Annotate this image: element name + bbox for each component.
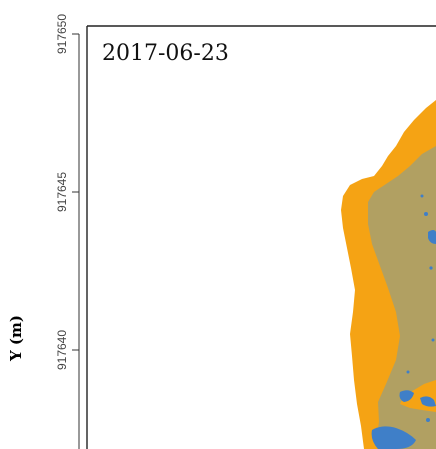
water-patch [406,370,410,374]
water-patch [420,194,424,198]
y-axis-ticks: 917640 917645 917650 [55,14,79,370]
olive-zone [368,146,436,449]
water-patch [420,396,436,407]
y-tick-label: 917650 [55,14,69,54]
y-tick-label: 917645 [55,172,69,212]
water-patch [431,338,435,342]
y-axis-label: Y (m) [7,315,25,362]
panel-date-label: 2017-06-23 [102,41,229,66]
water-patch [399,390,414,402]
water-patch [424,212,428,216]
water-patches [371,194,436,449]
water-patch [428,230,436,244]
y-tick-label: 917640 [55,330,69,370]
water-patch [371,426,416,449]
water-patch [429,266,433,270]
water-patch [426,418,430,422]
